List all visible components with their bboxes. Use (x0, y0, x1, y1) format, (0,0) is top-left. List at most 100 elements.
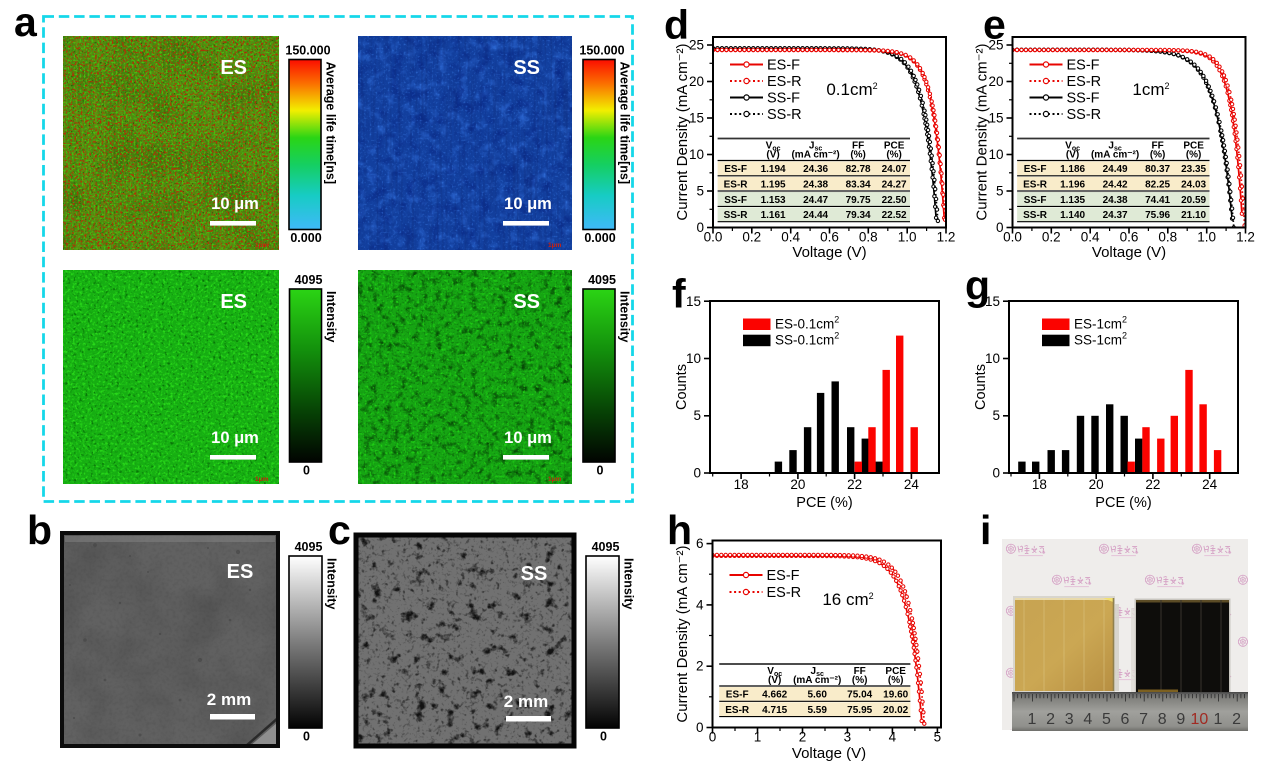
svg-text:ES-R: ES-R (1067, 74, 1102, 90)
svg-text:1μm: 1μm (548, 476, 562, 483)
svg-text:0.000: 0.000 (584, 231, 615, 245)
svg-text:4095: 4095 (295, 273, 323, 287)
svg-text:21.10: 21.10 (1181, 210, 1206, 221)
svg-text:PCE: PCE (884, 140, 905, 151)
svg-text:SS-F: SS-F (724, 195, 747, 206)
svg-text:Average life time[ns]: Average life time[ns] (324, 62, 338, 185)
svg-text:79.34: 79.34 (846, 210, 871, 221)
svg-text:5: 5 (693, 408, 701, 423)
svg-text:10: 10 (1191, 711, 1209, 728)
svg-text:5: 5 (992, 408, 1000, 423)
svg-text:(%): (%) (852, 675, 868, 686)
svg-text:4095: 4095 (295, 540, 323, 554)
svg-text:8: 8 (1158, 711, 1167, 728)
svg-text:SS: SS (521, 563, 548, 585)
svg-text:0: 0 (992, 466, 1000, 481)
svg-text:FF: FF (854, 666, 866, 677)
svg-text:c: c (328, 507, 351, 553)
svg-text:5: 5 (1102, 711, 1111, 728)
svg-text:Voltage (V): Voltage (V) (1092, 244, 1166, 261)
svg-text:18: 18 (1032, 477, 1047, 492)
svg-text:15: 15 (988, 111, 1003, 126)
svg-text:0: 0 (600, 730, 607, 744)
svg-text:0.6: 0.6 (820, 230, 839, 245)
svg-text:24.42: 24.42 (1103, 180, 1128, 191)
svg-text:10 μm: 10 μm (504, 195, 552, 213)
svg-text:ES-R: ES-R (1023, 180, 1048, 191)
svg-text:Intensity: Intensity (622, 558, 636, 609)
svg-text:0.2: 0.2 (1042, 230, 1061, 245)
svg-text:ES-F: ES-F (767, 58, 800, 74)
svg-text:24.27: 24.27 (882, 180, 907, 191)
svg-text:ES-R: ES-R (724, 180, 749, 191)
svg-text:4: 4 (696, 597, 704, 612)
svg-text:SS: SS (513, 291, 540, 313)
svg-text:f: f (672, 271, 686, 317)
svg-text:1.135: 1.135 (1060, 195, 1085, 206)
svg-text:10: 10 (988, 147, 1003, 162)
svg-text:18: 18 (734, 477, 749, 492)
svg-text:Current Density (mA cm⁻²): Current Density (mA cm⁻²) (674, 43, 691, 220)
svg-text:4.715: 4.715 (762, 705, 787, 716)
svg-text:1cm2: 1cm2 (1132, 80, 1169, 99)
svg-text:SS-F: SS-F (1024, 195, 1047, 206)
svg-text:150.000: 150.000 (579, 44, 624, 58)
svg-text:22.50: 22.50 (882, 195, 907, 206)
svg-text:82.78: 82.78 (846, 164, 871, 175)
svg-text:Voltage (V): Voltage (V) (792, 244, 866, 261)
svg-text:2: 2 (696, 659, 704, 674)
svg-text:1.0: 1.0 (1197, 230, 1216, 245)
svg-text:5.60: 5.60 (807, 690, 827, 701)
svg-text:20.59: 20.59 (1181, 195, 1206, 206)
svg-text:2: 2 (1046, 711, 1055, 728)
svg-text:1.195: 1.195 (761, 180, 786, 191)
svg-text:1.186: 1.186 (1060, 164, 1085, 175)
svg-text:PCE (%): PCE (%) (1095, 495, 1151, 511)
svg-text:ES-R: ES-R (767, 74, 802, 90)
svg-text:4: 4 (889, 730, 897, 745)
svg-text:SS-0.1cm2: SS-0.1cm2 (775, 331, 839, 348)
svg-text:150.000: 150.000 (285, 44, 330, 58)
svg-text:20: 20 (1089, 477, 1104, 492)
svg-text:1.0: 1.0 (898, 230, 917, 245)
svg-text:ES-F: ES-F (767, 568, 800, 584)
svg-text:6: 6 (1121, 711, 1130, 728)
svg-text:5: 5 (996, 184, 1004, 199)
svg-text:75.04: 75.04 (847, 690, 872, 701)
svg-text:16 cm2: 16 cm2 (822, 590, 873, 609)
svg-text:20: 20 (790, 477, 805, 492)
svg-text:24.44: 24.44 (803, 210, 828, 221)
svg-text:4: 4 (1083, 711, 1092, 728)
svg-text:2: 2 (1232, 711, 1241, 728)
svg-text:79.75: 79.75 (846, 195, 871, 206)
svg-text:3: 3 (1065, 711, 1074, 728)
svg-text:20: 20 (689, 74, 704, 89)
svg-text:5: 5 (934, 730, 942, 745)
svg-text:ES-1cm2: ES-1cm2 (1074, 315, 1127, 332)
svg-text:1μm: 1μm (255, 242, 269, 249)
svg-text:SS-F: SS-F (767, 91, 800, 107)
svg-text:24.07: 24.07 (882, 164, 907, 175)
svg-text:(V): (V) (766, 150, 779, 161)
svg-text:d: d (664, 2, 689, 48)
svg-text:1μm: 1μm (548, 242, 562, 249)
svg-text:0.6: 0.6 (1120, 230, 1139, 245)
svg-text:24.38: 24.38 (1103, 195, 1128, 206)
svg-text:82.25: 82.25 (1145, 180, 1170, 191)
svg-text:SS-1cm2: SS-1cm2 (1074, 331, 1127, 348)
svg-text:10 μm: 10 μm (211, 195, 259, 213)
svg-text:ES: ES (220, 57, 247, 79)
svg-text:24: 24 (904, 477, 920, 492)
svg-text:25: 25 (988, 38, 1003, 53)
svg-text:22: 22 (847, 477, 862, 492)
svg-text:0.8: 0.8 (1158, 230, 1177, 245)
svg-text:0.2: 0.2 (742, 230, 761, 245)
svg-text:4.662: 4.662 (762, 690, 787, 701)
svg-text:(mA cm⁻²): (mA cm⁻²) (1091, 150, 1139, 161)
svg-text:SS-R: SS-R (767, 107, 802, 123)
svg-text:Voltage (V): Voltage (V) (792, 745, 866, 762)
svg-text:1.161: 1.161 (761, 210, 786, 221)
svg-text:25: 25 (689, 38, 704, 53)
svg-text:ES-R: ES-R (767, 585, 802, 601)
svg-text:(%): (%) (1150, 150, 1166, 161)
